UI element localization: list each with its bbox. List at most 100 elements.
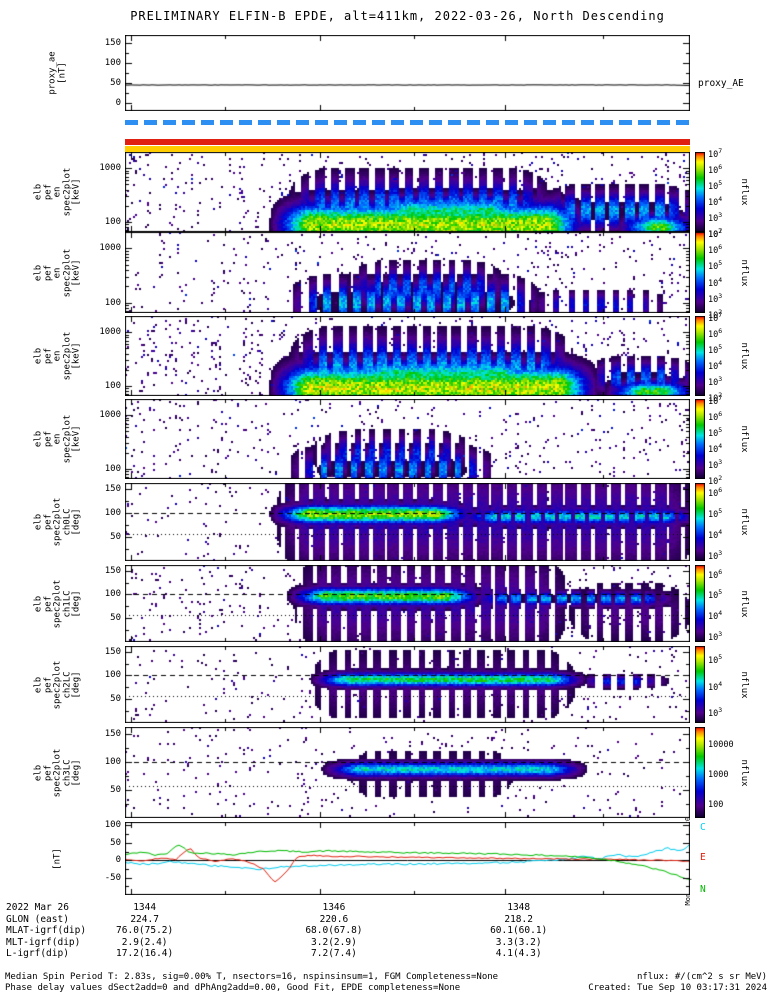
colorbar-title: nflux <box>739 425 749 453</box>
footer-spin-period: Median Spin Period T: 2.83s, sig=0.00% T… <box>5 972 499 982</box>
bottom-axis-value: 68.0(67.8) <box>305 925 363 936</box>
colorbar-tick-label: 105 <box>708 588 723 602</box>
y-tick-label: 100 <box>104 507 121 518</box>
trace-label-c: C <box>700 822 706 833</box>
panel-proxy-ae <box>125 35 690 111</box>
colorbar-pa-spec-ch3lc <box>695 727 705 818</box>
colorbar-title: nflux <box>739 758 749 787</box>
colorbar-tick-label: 103 <box>708 291 723 305</box>
colorbar-pa-spec-ch2lc <box>695 646 705 723</box>
colorbar-tick-label: 10000 <box>708 740 734 751</box>
colorbar-title: nflux <box>739 178 749 206</box>
status-bar-red <box>125 139 690 145</box>
ylabel-pa-spec-ch0lc: elb pef spec2plot ch0LC [deg] <box>33 497 82 547</box>
panel-fgm-nt <box>125 822 690 895</box>
colorbar-tick-label: 103 <box>708 458 723 471</box>
colorbar-tick-label: 106 <box>708 163 723 176</box>
data-availability-bar <box>125 120 690 125</box>
panel-en-spec-b <box>125 232 690 313</box>
colorbar-tick-label: 103 <box>708 630 723 643</box>
y-tick-label: 1000 <box>99 410 121 421</box>
colorbar-en-spec-b <box>695 232 705 313</box>
colorbar-tick-label: 104 <box>708 527 723 541</box>
bottom-axis-value: 76.0(75.2) <box>116 925 174 936</box>
colorbar-tick-label: 107 <box>708 394 723 407</box>
y-tick-label: 100 <box>104 297 121 308</box>
bottom-axis-row-label: 2022 Mar 26 <box>6 902 69 913</box>
colorbar-tick-label: 107 <box>708 227 723 240</box>
panel-pa-spec-ch3lc <box>125 727 690 818</box>
bottom-axis-value: 224.7 <box>130 913 159 925</box>
bottom-axis-value: 1346 <box>322 902 346 913</box>
y-tick-label: 150 <box>104 565 121 576</box>
colorbar-tick-label: 103 <box>708 375 723 388</box>
y-tick-label: 1000 <box>99 163 121 174</box>
bottom-axis-value: 3.3(3.2) <box>495 936 542 948</box>
colorbar-tick-label: 102 <box>708 227 723 240</box>
colorbar-tick-label: 104 <box>708 442 723 455</box>
colorbar-tick-label: 102 <box>708 308 723 321</box>
y-tick-label: 50 <box>110 78 121 88</box>
y-tick-label: 50 <box>110 531 121 542</box>
colorbar-en-spec-a <box>695 152 705 232</box>
footer-phase-delay: Phase delay values dSect2add=0 and dPhAn… <box>5 983 461 993</box>
colorbar-tick-label: 102 <box>708 391 723 404</box>
colorbar-tick-label: 106 <box>708 243 723 257</box>
y-tick-label: 150 <box>104 38 121 48</box>
colorbar-title: nflux <box>739 589 749 618</box>
colorbar-tick-label: 103 <box>708 211 723 224</box>
y-tick-label: 100 <box>104 670 121 681</box>
y-tick-label: 1000 <box>99 327 121 338</box>
ylabel-en-spec-c: elb pef en spec2plot [keV] <box>33 331 82 381</box>
colorbar-title: nflux <box>739 258 749 287</box>
colorbar-title: nflux <box>739 508 749 536</box>
ylabel-proxy-ae: proxy_ae [nT] <box>47 51 68 95</box>
colorbar-tick-label: 1000 <box>708 770 729 781</box>
panel-pa-spec-ch0lc <box>125 483 690 561</box>
y-tick-label: 50 <box>110 784 121 795</box>
bottom-axis-value: 1344 <box>133 902 157 913</box>
status-bar-yellow <box>125 146 690 152</box>
ylabel-en-spec-d: elb pef en spec2plot [keV] <box>33 414 82 464</box>
bottom-axis-value: 1348 <box>507 902 531 913</box>
bottom-axis-value: 218.2 <box>504 913 533 925</box>
ylabel-pa-spec-ch3lc: elb pef spec2plot ch3LC [deg] <box>33 748 82 797</box>
bottom-axis-value: 220.6 <box>319 913 349 925</box>
colorbar-tick-label: 102 <box>708 474 723 487</box>
panel-pa-spec-ch1lc <box>125 565 690 642</box>
colorbar-tick-label: 105 <box>708 179 723 192</box>
colorbar-tick-label: 105 <box>708 652 723 666</box>
bottom-axis-row-label: MLT-igrf(dip) <box>6 936 81 948</box>
footer-nflux-units: nflux: #/(cm^2 s sr MeV) <box>636 972 767 982</box>
y-tick-label: 100 <box>104 589 121 600</box>
bottom-axis-row-label: GLON (east) <box>6 913 69 925</box>
colorbar-tick-label: 107 <box>708 147 723 160</box>
y-tick-label: 100 <box>104 756 121 767</box>
y-tick-label: 100 <box>104 58 121 68</box>
ylabel-en-spec-b: elb pef en spec2plot [keV] <box>33 248 82 297</box>
footer-created: Created: Tue Sep 10 03:17:31 2024 <box>588 983 767 993</box>
y-tick-label: 1000 <box>99 243 121 254</box>
trace-label-e: E <box>700 852 706 863</box>
colorbar-tick-label: 105 <box>708 259 723 273</box>
y-tick-label: 50 <box>110 837 121 848</box>
y-tick-label: 100 <box>104 380 121 391</box>
colorbar-tick-label: 103 <box>708 706 723 720</box>
trace-label-n: N <box>700 884 706 895</box>
y-tick-label: 100 <box>104 463 121 474</box>
y-tick-label: 100 <box>104 216 121 227</box>
colorbar-tick-label: 103 <box>708 548 723 562</box>
colorbar-tick-label: 106 <box>708 567 723 581</box>
bottom-axis-row-label: L-igrf(dip) <box>6 948 69 959</box>
ylabel-fgm-nt: [nT] <box>52 847 63 870</box>
colorbar-en-spec-c <box>695 316 705 396</box>
panel-en-spec-a <box>125 152 690 232</box>
y-tick-label: 150 <box>104 646 121 657</box>
bottom-axis-value: 2.9(2.4) <box>121 936 168 948</box>
panel-pa-spec-ch2lc <box>125 646 690 723</box>
bottom-axis-value: 7.2(7.4) <box>311 948 357 959</box>
colorbar-tick-label: 104 <box>708 275 723 289</box>
bottom-axis-row-label: MLAT-igrf(dip) <box>6 925 87 936</box>
y-tick-label: 0 <box>115 98 121 108</box>
